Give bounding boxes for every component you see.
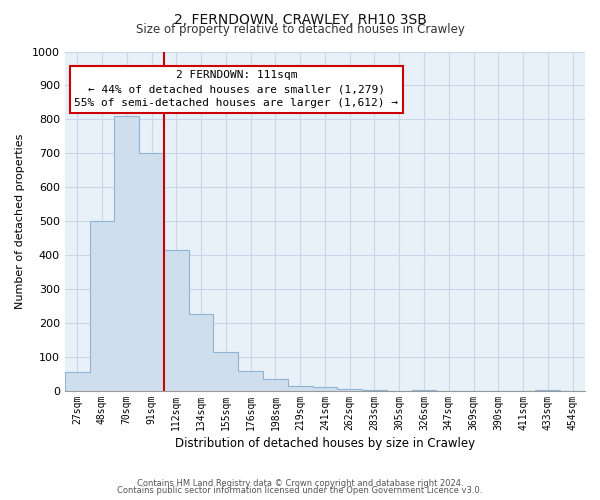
Text: 2 FERNDOWN: 111sqm
← 44% of detached houses are smaller (1,279)
55% of semi-deta: 2 FERNDOWN: 111sqm ← 44% of detached hou… <box>74 70 398 108</box>
X-axis label: Distribution of detached houses by size in Crawley: Distribution of detached houses by size … <box>175 437 475 450</box>
Y-axis label: Number of detached properties: Number of detached properties <box>15 134 25 309</box>
Text: 2, FERNDOWN, CRAWLEY, RH10 3SB: 2, FERNDOWN, CRAWLEY, RH10 3SB <box>173 12 427 26</box>
Text: Contains HM Land Registry data © Crown copyright and database right 2024.: Contains HM Land Registry data © Crown c… <box>137 478 463 488</box>
Text: Size of property relative to detached houses in Crawley: Size of property relative to detached ho… <box>136 22 464 36</box>
Text: Contains public sector information licensed under the Open Government Licence v3: Contains public sector information licen… <box>118 486 482 495</box>
